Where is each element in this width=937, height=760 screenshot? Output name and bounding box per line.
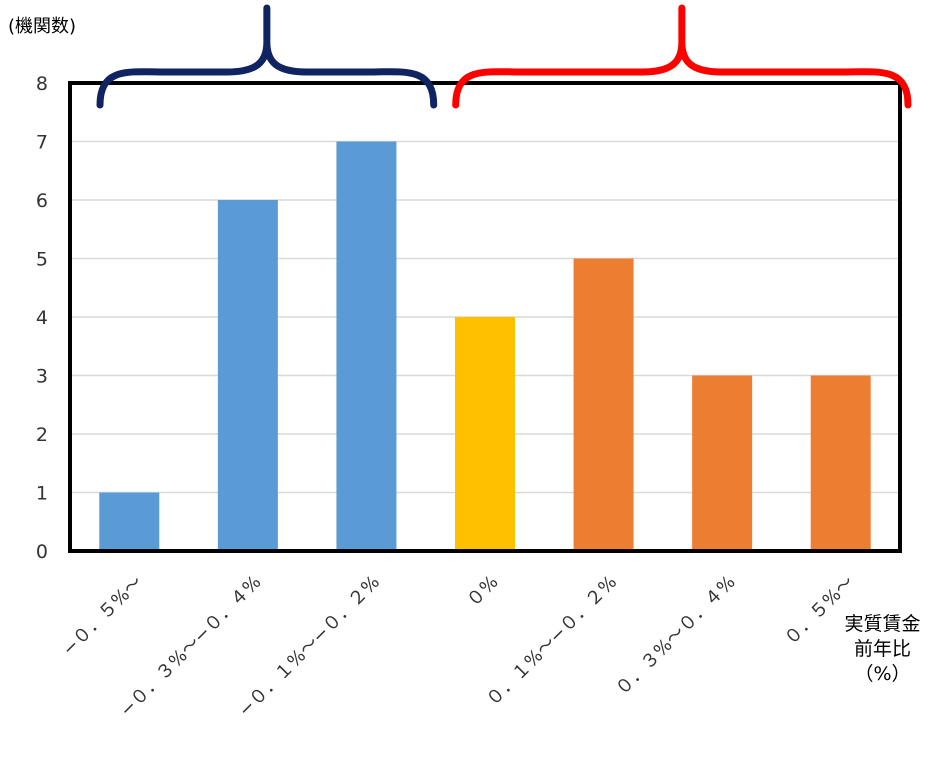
brace-annotation: [452, 4, 912, 109]
x-axis-title-line: （%）: [854, 663, 911, 685]
y-tick-label: 2: [36, 424, 48, 446]
x-axis-title-line: 実質賃金: [844, 613, 921, 635]
x-tick-label: ０．１%〜−０．２%: [482, 572, 621, 711]
brace-annotation: [96, 4, 438, 109]
bar: [99, 492, 160, 551]
bar: [217, 200, 278, 551]
x-tick-label: ０%: [463, 572, 503, 612]
y-tick-label: 1: [36, 483, 48, 505]
x-axis-title-line: 前年比: [853, 638, 911, 660]
y-tick-label: 7: [36, 132, 48, 154]
bar: [336, 141, 397, 551]
plot-border: [68, 81, 902, 553]
bar: [810, 375, 871, 551]
y-tick-label: 4: [36, 307, 48, 329]
bar: [455, 317, 515, 551]
y-tick-label: 3: [36, 366, 48, 388]
bar: [573, 258, 634, 551]
bar: [692, 375, 753, 551]
x-tick-label: ０．３%〜０．４%: [612, 572, 740, 700]
y-axis-label: (機関数): [8, 16, 77, 37]
x-tick-label: −０．５%〜: [58, 572, 147, 661]
x-axis-title: 実質賃金 前年比 （%）: [830, 612, 935, 687]
y-tick-label: 8: [36, 73, 48, 95]
y-tick-label: 0: [36, 541, 48, 563]
y-tick-label: 5: [36, 249, 48, 271]
y-tick-label: 6: [36, 190, 48, 212]
